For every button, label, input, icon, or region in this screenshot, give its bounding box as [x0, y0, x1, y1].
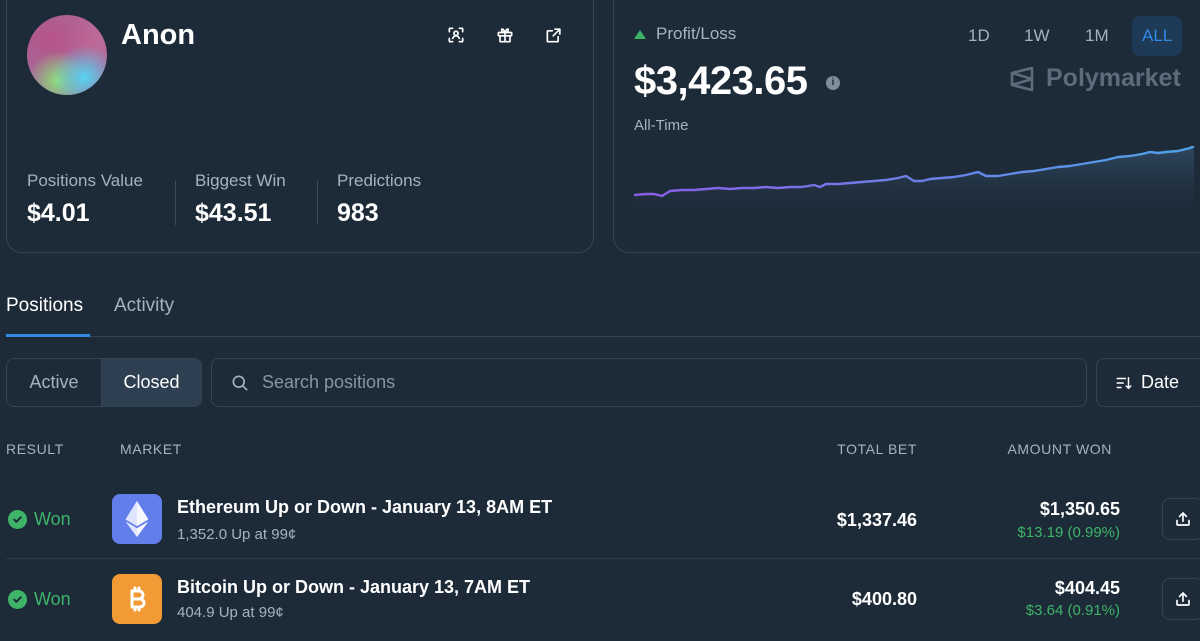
stat-predictions: Predictions 983 [337, 171, 421, 228]
table-row[interactable]: Won Bitcoin Up or Down - January 13, 7AM… [0, 559, 1200, 639]
row-divider [6, 558, 1200, 559]
stat-label: Predictions [337, 171, 422, 190]
search-icon [232, 375, 248, 390]
search-box [211, 358, 1087, 407]
filter-closed-button[interactable]: Closed [101, 359, 201, 406]
stat-value: 983 [337, 199, 379, 227]
stat-label: Positions Value [27, 171, 143, 190]
ethereum-icon [112, 494, 162, 544]
trend-up-icon [634, 29, 646, 39]
gift-icon[interactable] [493, 23, 517, 47]
scan-icon[interactable] [444, 23, 468, 47]
stat-biggest-win: Biggest Win $43.51 [195, 171, 286, 228]
result-text: Won [34, 509, 71, 529]
market-subtitle: 1,352.0 Up at 99¢ [177, 526, 297, 543]
stat-positions-value: Positions Value $4.01 [27, 171, 143, 228]
profile-card: Anon Positions Value $4.01 Biggest Win $… [6, 0, 594, 253]
pnl-chart [634, 146, 1195, 221]
tab-positions[interactable]: Positions [6, 295, 84, 316]
result-won: Won [8, 509, 71, 530]
result-won: Won [8, 589, 71, 610]
stat-divider [175, 181, 176, 225]
check-circle-icon [8, 510, 27, 529]
result-text: Won [34, 589, 71, 609]
market-title[interactable]: Bitcoin Up or Down - January 13, 7AM ET [177, 577, 531, 597]
amount-won-value: $1,350.65 [1039, 499, 1120, 519]
username: Anon [121, 19, 196, 51]
status-toggle: Active Closed [6, 358, 202, 407]
bitcoin-icon [112, 574, 162, 624]
share-icon [1176, 592, 1190, 606]
check-circle-icon [8, 590, 27, 609]
stat-value: $43.51 [195, 199, 272, 227]
pnl-period: All-Time [634, 117, 689, 134]
external-link-icon[interactable] [542, 23, 566, 47]
profit-loss-card: Profit/Loss $3,423.65 i All-Time 1D 1W 1… [613, 0, 1200, 253]
polymarket-logo: Polymarket [1008, 64, 1181, 93]
column-header-amount-won: AMOUNT WON [1007, 441, 1112, 457]
share-icon [1176, 512, 1190, 526]
profit-value: $3.64 (0.91%) [1025, 602, 1120, 619]
stat-value: $4.01 [27, 199, 90, 227]
column-header-result: RESULT [6, 441, 64, 457]
range-all-button[interactable]: ALL [1132, 16, 1183, 56]
sort-date-button[interactable]: Date [1096, 358, 1200, 407]
tab-active-indicator [6, 334, 90, 337]
pnl-chart-line [634, 146, 1195, 198]
pnl-value: $3,423.65 [634, 59, 808, 103]
pnl-label-text: Profit/Loss [656, 24, 737, 43]
total-bet-value: $1,337.46 [836, 510, 917, 530]
amount-won-value: $404.45 [1054, 578, 1120, 598]
profit-value: $13.19 (0.99%) [1017, 524, 1120, 541]
market-subtitle: 404.9 Up at 99¢ [177, 604, 284, 621]
sort-label: Date [1141, 372, 1180, 392]
tabs-divider [6, 336, 1200, 337]
share-button[interactable] [1162, 498, 1200, 540]
search-input[interactable] [262, 372, 1042, 393]
range-1m-button[interactable]: 1M [1085, 26, 1109, 45]
range-1w-button[interactable]: 1W [1024, 26, 1050, 45]
pnl-label: Profit/Loss [634, 24, 736, 44]
share-button[interactable] [1162, 578, 1200, 620]
market-title[interactable]: Ethereum Up or Down - January 13, 8AM ET [177, 497, 553, 517]
stat-label: Biggest Win [195, 171, 286, 190]
sort-icon [1116, 376, 1132, 389]
tab-activity[interactable]: Activity [114, 295, 175, 316]
table-row[interactable]: Won Ethereum Up or Down - January 13, 8A… [0, 479, 1200, 559]
stat-divider [317, 181, 318, 225]
column-header-total-bet: TOTAL BET [837, 441, 917, 457]
column-header-market: MARKET [120, 441, 182, 457]
filter-active-button[interactable]: Active [29, 372, 79, 392]
total-bet-value: $400.80 [851, 589, 917, 609]
brand-name: Polymarket [1046, 64, 1181, 92]
info-icon[interactable]: i [826, 76, 840, 90]
avatar[interactable] [27, 15, 107, 95]
range-1d-button[interactable]: 1D [968, 26, 990, 45]
polymarket-icon [1010, 66, 1034, 91]
pnl-chart-area [634, 146, 1194, 221]
